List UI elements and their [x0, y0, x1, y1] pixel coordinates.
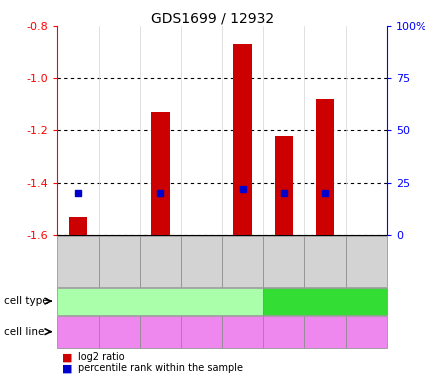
Bar [275, 136, 293, 235]
Text: GSM91921: GSM91921 [156, 237, 165, 286]
Text: cell line: cell line [4, 327, 45, 337]
Text: PPC-1: PPC-1 [269, 327, 298, 337]
Text: GSM91918: GSM91918 [74, 237, 82, 286]
Text: PC-3: PC-3 [314, 327, 336, 337]
Text: GSM91923: GSM91923 [238, 237, 247, 286]
Text: LNCa
P: LNCa P [147, 321, 173, 342]
Text: ■: ■ [62, 363, 72, 373]
Text: androgen insensitive: androgen insensitive [270, 296, 380, 306]
Text: MDA
PCa 2a: MDA PCa 2a [228, 322, 257, 341]
Text: DU 145: DU 145 [351, 327, 382, 336]
Bar [316, 99, 334, 235]
Text: GSM91917: GSM91917 [320, 237, 329, 286]
Text: ■: ■ [62, 352, 72, 362]
Text: GSM91919: GSM91919 [115, 237, 124, 286]
Text: 22Rv1: 22Rv1 [186, 327, 217, 337]
Text: GSM91922: GSM91922 [197, 237, 206, 286]
Text: percentile rank within the sample: percentile rank within the sample [78, 363, 243, 373]
Text: cell type: cell type [4, 296, 49, 306]
Bar [233, 45, 252, 235]
Bar [69, 216, 87, 235]
Text: GDS1699 / 12932: GDS1699 / 12932 [151, 11, 274, 25]
Text: LAPC-4: LAPC-4 [61, 327, 95, 337]
Text: GSM91920: GSM91920 [362, 237, 371, 286]
Text: MDA
PCa 2b: MDA PCa 2b [105, 322, 134, 341]
Text: GSM91916: GSM91916 [279, 237, 288, 286]
Text: log2 ratio: log2 ratio [78, 352, 125, 362]
Bar [151, 112, 170, 235]
Text: androgen sensitive: androgen sensitive [110, 296, 210, 306]
